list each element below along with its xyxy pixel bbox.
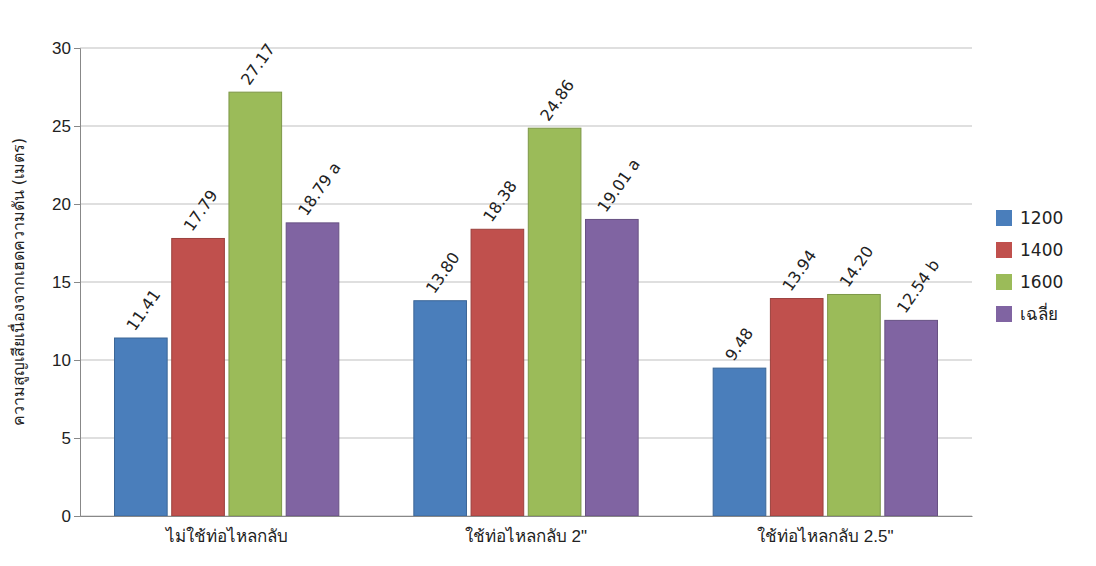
data-labels: 11.41 13.80 9.48 17.79 18.38 13.94 27.17 24.86 1… bbox=[123, 40, 944, 364]
y-tick-label: 30 bbox=[52, 39, 71, 58]
legend-item: 1600 bbox=[996, 272, 1063, 292]
data-label: 11.41 bbox=[123, 286, 165, 334]
data-label: 13.80 bbox=[422, 249, 464, 297]
bar bbox=[770, 299, 823, 516]
data-label: 18.38 bbox=[479, 177, 521, 225]
legend-item: 1400 bbox=[996, 240, 1063, 260]
y-tick-label: 10 bbox=[52, 351, 71, 370]
bar bbox=[713, 368, 766, 516]
bar bbox=[471, 229, 524, 516]
legend: 1200 1400 1600 เฉลี่ย bbox=[996, 208, 1063, 324]
bar bbox=[528, 128, 581, 516]
bar bbox=[229, 92, 282, 516]
x-tick-label: ใช้ท่อไหลกลับ 2.5" bbox=[757, 526, 893, 546]
y-tick-mark bbox=[74, 282, 80, 283]
legend-swatch bbox=[996, 306, 1012, 322]
legend-swatch bbox=[996, 242, 1012, 258]
y-tick-mark bbox=[74, 126, 80, 127]
x-axis: ไม่ใช้ท่อไหลกลับ ใช้ท่อไหลกลับ 2" ใช้ท่อไห… bbox=[81, 516, 973, 546]
y-tick: 5 bbox=[62, 429, 80, 448]
y-tick: 25 bbox=[52, 117, 80, 136]
legend-item: 1200 bbox=[996, 208, 1063, 228]
y-tick-label: 5 bbox=[62, 429, 71, 448]
legend-label: 1200 bbox=[1020, 208, 1063, 228]
x-axis-line bbox=[81, 516, 973, 517]
bar bbox=[172, 238, 225, 516]
y-tick: 20 bbox=[52, 195, 80, 214]
grid-line bbox=[80, 48, 972, 49]
y-axis-line bbox=[74, 49, 81, 517]
x-tick: ใช้ท่อไหลกลับ 2" bbox=[465, 516, 587, 546]
data-label: 27.17 bbox=[237, 40, 279, 88]
bar bbox=[586, 219, 639, 516]
legend-item: เฉลี่ย bbox=[996, 302, 1058, 324]
data-label: 12.54 b bbox=[893, 256, 944, 317]
y-tick-mark bbox=[74, 48, 80, 49]
legend-label: เฉลี่ย bbox=[1020, 302, 1058, 324]
y-tick-label: 0 bbox=[62, 507, 71, 526]
y-tick-label: 15 bbox=[52, 273, 71, 292]
y-tick-mark bbox=[74, 204, 80, 205]
y-tick: 10 bbox=[52, 351, 80, 370]
bar bbox=[885, 320, 938, 516]
y-tick: 0 bbox=[62, 507, 80, 526]
data-label: 19.01 a bbox=[594, 155, 644, 216]
y-axis: 0 5 10 15 20 25 30 bbox=[52, 39, 80, 526]
legend-swatch bbox=[996, 210, 1012, 226]
legend-label: 1400 bbox=[1020, 240, 1063, 260]
y-tick-mark bbox=[74, 438, 80, 439]
x-tick-label: ไม่ใช้ท่อไหลกลับ bbox=[164, 526, 288, 546]
y-tick-mark bbox=[74, 360, 80, 361]
x-tick-label: ใช้ท่อไหลกลับ 2" bbox=[465, 526, 587, 546]
bar bbox=[828, 294, 881, 516]
x-tick: ไม่ใช้ท่อไหลกลับ bbox=[164, 516, 288, 546]
legend-label: 1600 bbox=[1020, 272, 1063, 292]
data-label: 13.94 bbox=[778, 246, 820, 294]
x-tick: ใช้ท่อไหลกลับ 2.5" bbox=[757, 516, 893, 546]
y-tick-label: 25 bbox=[52, 117, 71, 136]
data-label: 17.79 bbox=[180, 186, 222, 234]
bar bbox=[115, 338, 168, 516]
chart: 0 5 10 15 20 25 30 ไม่ใช้ท่อไหลกลับ ใช้ท่อไหลกลั… bbox=[0, 0, 1096, 566]
plot: 0 5 10 15 20 25 30 ไม่ใช้ท่อไหลกลับ ใช้ท่อไหลกลั… bbox=[52, 39, 972, 546]
bar bbox=[286, 223, 339, 516]
series bbox=[286, 219, 937, 516]
y-tick-label: 20 bbox=[52, 195, 71, 214]
data-label: 18.79 a bbox=[294, 159, 344, 220]
y-tick: 30 bbox=[52, 39, 80, 58]
series bbox=[229, 92, 880, 516]
y-tick: 15 bbox=[52, 273, 80, 292]
y-axis-title: ความสูญเสียเนื่องจากเฮดความดัน (เมตร) bbox=[7, 138, 29, 427]
grid bbox=[80, 48, 972, 516]
grid-line bbox=[80, 126, 972, 127]
legend-swatch bbox=[996, 274, 1012, 290]
data-label: 14.20 bbox=[836, 242, 878, 290]
data-label: 9.48 bbox=[721, 324, 757, 364]
data-label: 24.86 bbox=[536, 76, 578, 124]
bar bbox=[414, 301, 467, 516]
y-tick-mark bbox=[74, 516, 80, 517]
bars bbox=[115, 92, 938, 516]
